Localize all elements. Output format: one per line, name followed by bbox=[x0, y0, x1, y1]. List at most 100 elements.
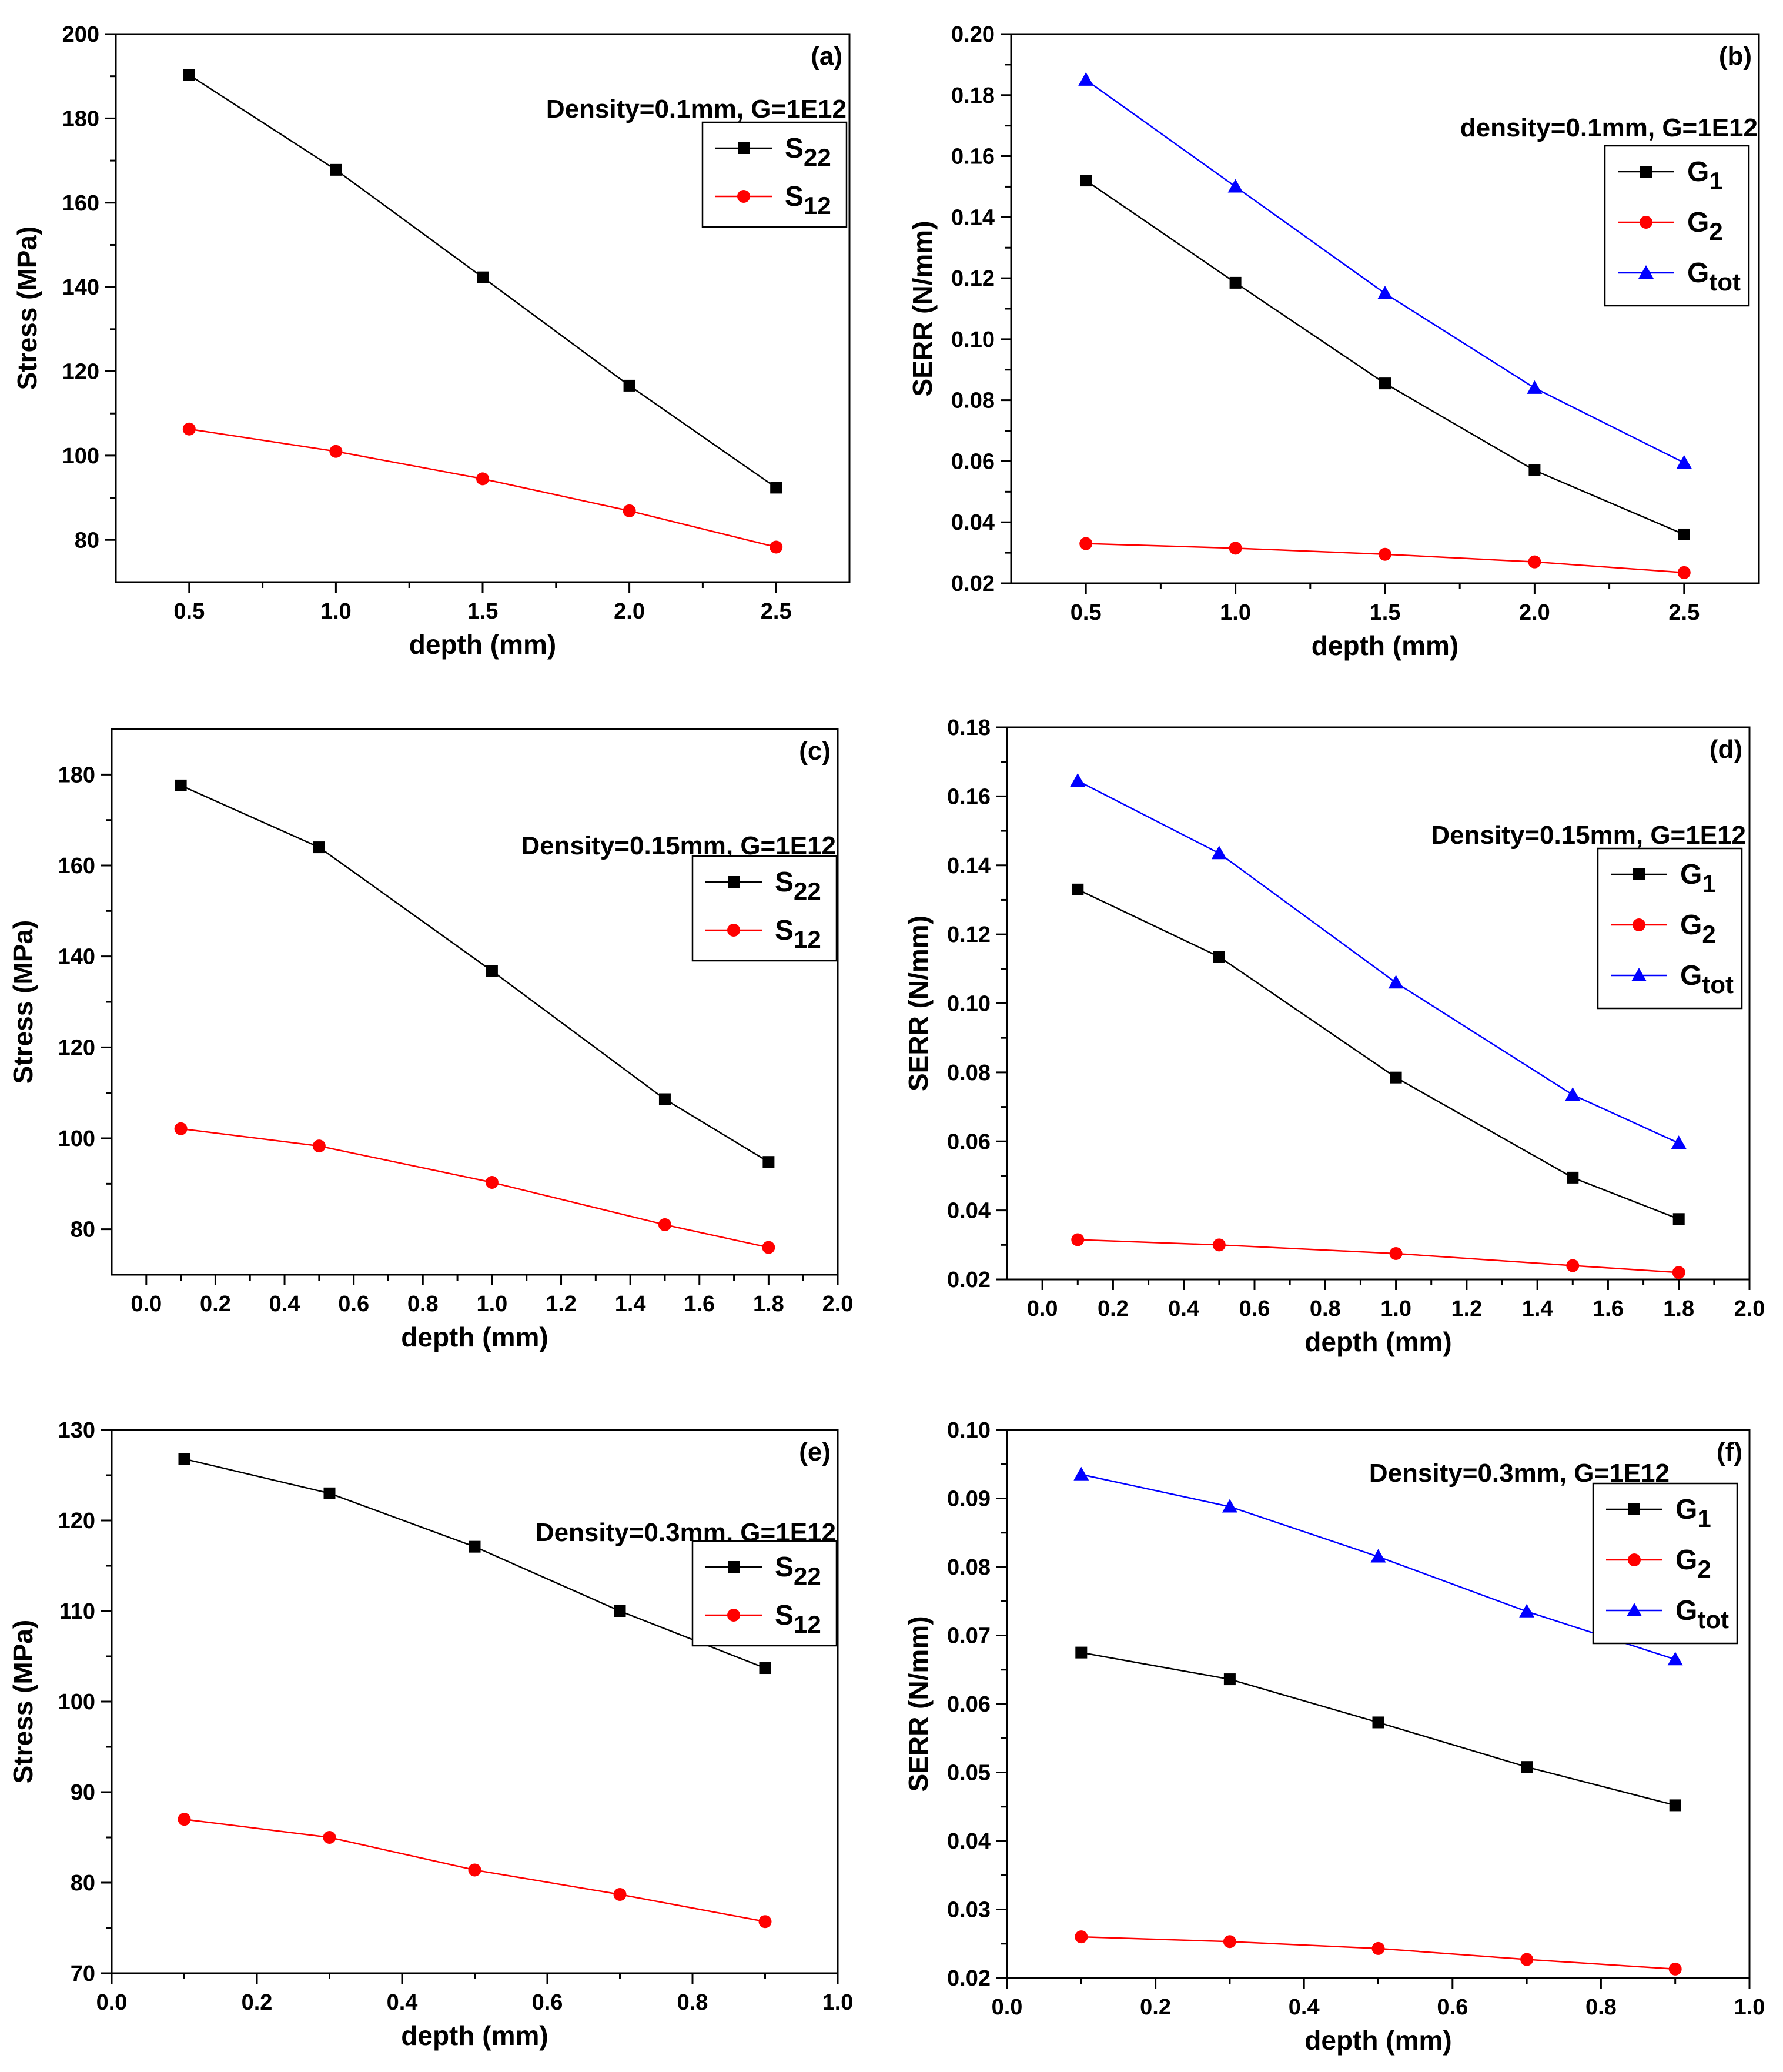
x-tick-label: 0.6 bbox=[338, 1292, 369, 1316]
data-point-gtot bbox=[1667, 1652, 1683, 1666]
y-axis-label: Stress (MPa) bbox=[12, 226, 42, 390]
series-line-s12 bbox=[189, 428, 777, 548]
y-tick-label: 120 bbox=[58, 1035, 95, 1060]
data-point-g1 bbox=[1379, 377, 1391, 390]
legend-box bbox=[691, 1540, 838, 1647]
data-point-s12 bbox=[658, 1218, 671, 1231]
y-tick-label: 200 bbox=[62, 22, 99, 47]
y-tick-label: 0.16 bbox=[947, 784, 991, 809]
y-tick-label: 100 bbox=[58, 1127, 95, 1151]
x-tick-label: 1.5 bbox=[467, 599, 499, 624]
y-tick-label: 0.02 bbox=[947, 1966, 991, 1991]
legend-marker bbox=[727, 924, 740, 937]
panel-label: (b) bbox=[1719, 42, 1752, 71]
y-tick-label: 0.02 bbox=[947, 1268, 991, 1292]
x-tick-label: 1.6 bbox=[1593, 1296, 1624, 1321]
data-point-s12 bbox=[468, 1863, 481, 1877]
x-tick-label: 1.0 bbox=[1380, 1296, 1411, 1321]
x-tick-label: 0.0 bbox=[131, 1292, 162, 1316]
data-point-gtot bbox=[1377, 286, 1393, 300]
x-tick-label: 1.5 bbox=[1370, 600, 1401, 625]
y-tick-label: 0.06 bbox=[951, 449, 995, 474]
x-tick-label: 1.4 bbox=[1522, 1296, 1553, 1321]
data-point-g1 bbox=[1528, 464, 1541, 477]
data-point-s22 bbox=[759, 1662, 771, 1675]
data-point-s12 bbox=[770, 540, 783, 554]
data-point-s12 bbox=[174, 1122, 188, 1135]
panel-label: (c) bbox=[799, 737, 831, 766]
panel-e: 0.0 0.2 0.4 0.6 0.8 1.0 70 80 90 100 110 120 130 dept… bbox=[8, 1418, 853, 2051]
legend-label-gtot: Gtot bbox=[1687, 258, 1741, 296]
legend-marker bbox=[1640, 216, 1652, 229]
x-tick-label: 2.5 bbox=[1668, 600, 1700, 625]
x-tick-label: 0.2 bbox=[242, 1990, 273, 2015]
data-point-g1 bbox=[1390, 1071, 1402, 1084]
x-tick-label: 0.8 bbox=[1585, 1995, 1617, 2020]
series-line-s12 bbox=[180, 1128, 769, 1248]
data-point-s22 bbox=[330, 163, 342, 176]
data-point-gtot bbox=[1565, 1087, 1581, 1101]
legend-label-s12: S12 bbox=[775, 1600, 821, 1638]
data-point-s22 bbox=[175, 779, 187, 791]
x-tick-label: 0.2 bbox=[200, 1292, 231, 1316]
x-tick-label: 1.0 bbox=[1220, 600, 1251, 625]
x-tick-label: 1.8 bbox=[1663, 1296, 1694, 1321]
legend-label-g1: G1 bbox=[1675, 1494, 1711, 1532]
data-point-gtot bbox=[1527, 380, 1543, 394]
data-point-g2 bbox=[1079, 537, 1093, 550]
data-point-s22 bbox=[658, 1093, 671, 1105]
y-tick-label: 110 bbox=[59, 1599, 95, 1624]
legend-box bbox=[701, 121, 848, 228]
legend-marker bbox=[1628, 1553, 1641, 1566]
data-point-s22 bbox=[313, 841, 325, 854]
x-axis-label: depth (mm) bbox=[409, 629, 556, 660]
data-point-s22 bbox=[323, 1487, 336, 1499]
data-point-s12 bbox=[485, 1176, 499, 1189]
x-tick-label: 0.8 bbox=[677, 1990, 708, 2015]
y-axis-label: SERR (N/mm) bbox=[903, 915, 934, 1091]
y-tick-label: 0.12 bbox=[951, 266, 995, 291]
x-tick-label: 0.4 bbox=[1168, 1296, 1199, 1321]
legend-label-g2: G2 bbox=[1680, 910, 1716, 948]
legend-marker bbox=[728, 876, 740, 888]
data-point-s12 bbox=[312, 1139, 326, 1153]
y-axis-label: Stress (MPa) bbox=[8, 920, 38, 1084]
y-tick-label: 0.08 bbox=[951, 389, 995, 413]
series-line-s22 bbox=[184, 1458, 765, 1669]
y-tick-label: 0.09 bbox=[947, 1487, 991, 1512]
y-tick-label: 0.18 bbox=[947, 716, 991, 740]
legend-label-s12: S12 bbox=[785, 181, 831, 219]
x-tick-label: 1.0 bbox=[822, 1990, 854, 2015]
y-tick-label: 90 bbox=[71, 1780, 95, 1805]
legend-label-s22: S22 bbox=[785, 133, 831, 171]
panel-c: 0.0 0.2 0.4 0.6 0.8 1.0 1.2 1.4 1.6 1.8 2.0 80 100 12… bbox=[8, 728, 853, 1352]
panel-label: (f) bbox=[1717, 1438, 1742, 1466]
data-point-s12 bbox=[623, 504, 636, 517]
plot-frame bbox=[111, 1429, 839, 1974]
legend-box bbox=[1592, 1482, 1738, 1645]
panel-label: (d) bbox=[1710, 735, 1742, 764]
data-point-g1 bbox=[1229, 276, 1242, 289]
x-tick-label: 0.8 bbox=[407, 1292, 439, 1316]
y-tick-label: 70 bbox=[71, 1961, 95, 1986]
data-point-g2 bbox=[1520, 1953, 1534, 1966]
plot-frame bbox=[111, 728, 839, 1276]
x-tick-label: 0.6 bbox=[1239, 1296, 1270, 1321]
data-point-s22 bbox=[469, 1540, 481, 1553]
x-tick-label: 2.0 bbox=[1519, 600, 1550, 625]
y-axis-label: Stress (MPa) bbox=[8, 1620, 38, 1784]
data-point-g2 bbox=[1677, 566, 1691, 579]
legend-marker bbox=[1633, 918, 1645, 931]
y-tick-label: 0.10 bbox=[947, 1418, 991, 1443]
x-tick-label: 0.8 bbox=[1310, 1296, 1341, 1321]
y-tick-label: 140 bbox=[58, 945, 95, 970]
y-tick-label: 0.20 bbox=[951, 22, 995, 47]
legend: G1 G2 Gtot bbox=[1597, 847, 1743, 1010]
legend-label-s22: S22 bbox=[775, 867, 821, 905]
legend-label-s22: S22 bbox=[775, 1552, 821, 1590]
data-point-g1 bbox=[1567, 1171, 1579, 1184]
y-tick-label: 0.12 bbox=[947, 923, 991, 947]
data-point-s12 bbox=[178, 1813, 191, 1826]
